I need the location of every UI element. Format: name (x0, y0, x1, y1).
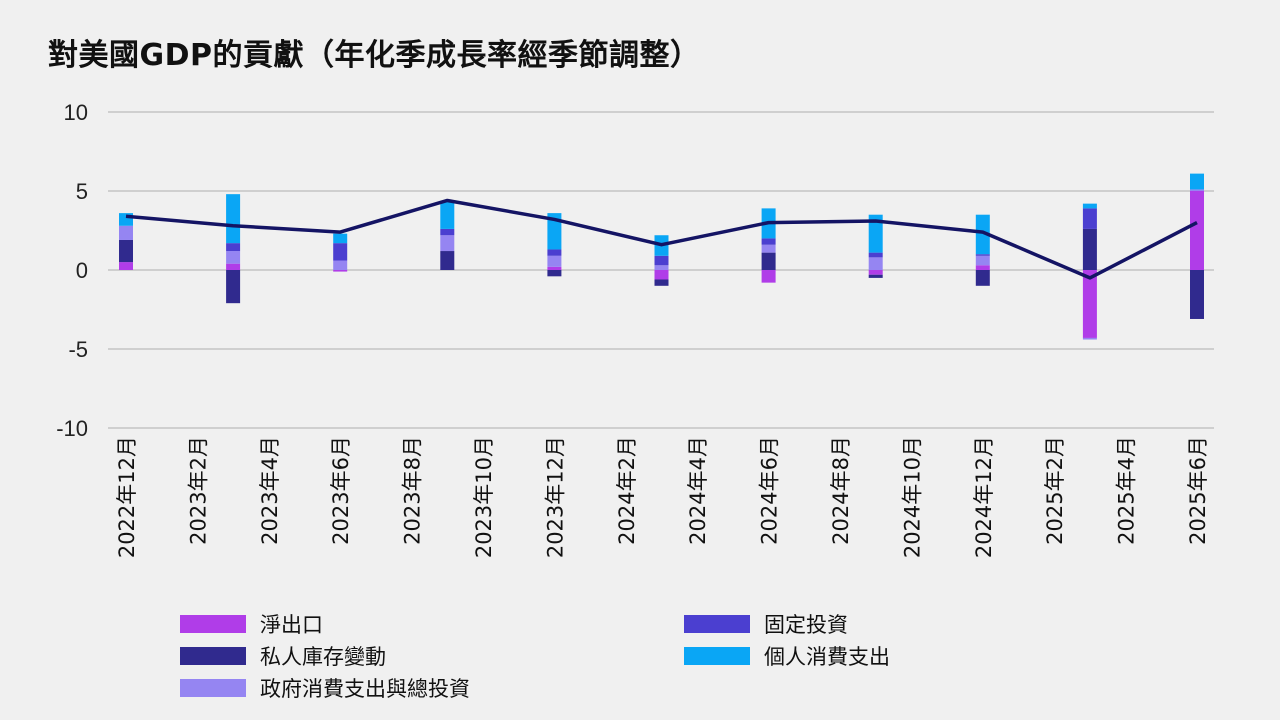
bar-segment (654, 270, 669, 280)
bar-segment (440, 251, 455, 270)
legend-swatch (180, 679, 246, 697)
bar-segment (440, 228, 455, 236)
x-tick-label: 2024年8月 (829, 436, 853, 545)
legend-label: 私人庫存變動 (260, 645, 386, 669)
bar-segment (226, 194, 241, 244)
bar-segment (226, 251, 241, 264)
x-tick-label: 2024年2月 (615, 436, 639, 545)
bar-segment (547, 213, 562, 250)
bar-segment (1082, 203, 1097, 209)
x-tick-label: 2023年12月 (543, 436, 567, 558)
x-tick-label: 2024年10月 (900, 436, 924, 558)
x-tick-label: 2024年12月 (972, 436, 996, 558)
y-tick-label: -10 (56, 416, 88, 441)
bar-segment (1190, 173, 1204, 190)
bar-segment (119, 262, 133, 270)
bar-segment (654, 265, 669, 270)
bar-segment (975, 270, 990, 286)
legend-swatch (684, 647, 750, 665)
bar-segment (226, 270, 241, 304)
x-tick-label: 2023年10月 (472, 436, 496, 558)
bar-segment (547, 266, 562, 270)
legend-item: 政府消費支出與總投資 (180, 673, 470, 703)
bar-segment (440, 202, 455, 229)
bar-segment (1082, 337, 1097, 340)
bar-segment (119, 225, 133, 240)
legend-label: 固定投資 (764, 613, 848, 637)
bar-segment (761, 252, 776, 270)
legend-item: 個人消費支出 (684, 641, 890, 671)
bar-segment (761, 270, 776, 283)
bar-segment (868, 257, 883, 270)
bar-segment (440, 235, 455, 252)
y-tick-label: 0 (76, 258, 88, 283)
gdp-line (125, 198, 1198, 280)
y-tick-label: 10 (64, 100, 88, 125)
bar-segment (975, 214, 990, 255)
bar-segment (761, 238, 776, 245)
bar-segment (654, 255, 669, 266)
x-tick-label: 2023年8月 (401, 436, 425, 545)
bar-segment (1082, 208, 1097, 229)
legend-item: 私人庫存變動 (180, 641, 386, 671)
x-tick-label: 2022年12月 (115, 436, 139, 558)
x-tick-label: 2023年2月 (186, 436, 210, 545)
legend-label: 政府消費支出與總投資 (260, 677, 470, 701)
bar-segment (1082, 270, 1097, 338)
legend-item: 淨出口 (180, 609, 323, 639)
bar-segment (547, 249, 562, 256)
bar-segment (975, 254, 990, 256)
bar-segment (868, 214, 883, 253)
x-tick-label: 2025年6月 (1186, 436, 1210, 545)
x-tick-label: 2025年2月 (1043, 436, 1067, 545)
bar-segment (333, 243, 348, 261)
legend-swatch (180, 615, 246, 633)
bar-segment (333, 233, 348, 244)
bar-segment (1190, 270, 1204, 319)
bar-segment (333, 270, 348, 272)
legend-label: 個人消費支出 (764, 645, 890, 669)
legend-label: 淨出口 (260, 613, 323, 637)
x-tick-label: 2023年4月 (258, 436, 282, 545)
x-tick-label: 2023年6月 (329, 436, 353, 545)
bar-segment (868, 270, 883, 275)
legend-swatch (684, 615, 750, 633)
legend-item: 固定投資 (684, 609, 848, 639)
bar-segment (226, 263, 241, 270)
bar-segment (1082, 228, 1097, 270)
bar-segment (119, 239, 133, 263)
bar-segment (975, 255, 990, 266)
bar-segment (226, 243, 241, 252)
bar-segment (868, 274, 883, 278)
y-tick-label: 5 (76, 179, 88, 204)
bar-segment (1190, 191, 1204, 270)
x-tick-label: 2024年4月 (686, 436, 710, 545)
bar-segment (761, 244, 776, 253)
bar-segment (547, 255, 562, 267)
bar-segment (975, 265, 990, 270)
bar-segment (1190, 189, 1204, 191)
bar-segment (654, 279, 669, 286)
bar-segment (868, 252, 883, 258)
bar-segment (547, 270, 562, 277)
legend-swatch (180, 647, 246, 665)
y-tick-label: -5 (68, 337, 88, 362)
x-tick-label: 2025年4月 (1115, 436, 1139, 545)
x-tick-label: 2024年6月 (758, 436, 782, 545)
chart-title: 對美國GDP的貢獻（年化季成長率經季節調整） (48, 38, 701, 73)
bar-segment (333, 260, 348, 270)
